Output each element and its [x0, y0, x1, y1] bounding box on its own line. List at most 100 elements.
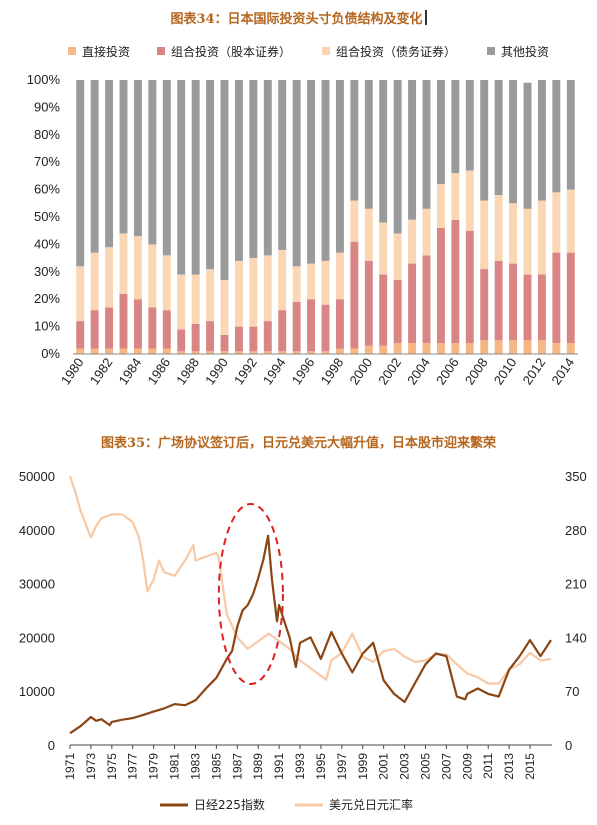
bar-segment-2 [422, 208, 431, 256]
dual-axis-line-chart: 0 10000 20000 30000 40000 50000 0 70 140 210 280 35… [19, 469, 587, 812]
bar-segment-3 [465, 80, 474, 171]
bar-segment-2 [148, 244, 157, 308]
bar-segment-2 [364, 208, 373, 261]
bar-segment-2 [465, 170, 474, 231]
bar-segment-0 [234, 351, 243, 354]
bar-segment-3 [191, 80, 200, 275]
bar-segment-1 [177, 329, 186, 352]
y-tick-label: 90% [34, 99, 60, 114]
bar-segment-0 [177, 351, 186, 354]
bar-segment-2 [263, 255, 272, 322]
bar-segment-1 [263, 321, 272, 352]
bar-segment-0 [206, 351, 215, 354]
title-cursor-bar [424, 10, 427, 25]
bar-segment-1 [509, 263, 518, 341]
x-tick-label: 1984 [116, 355, 145, 387]
bar-segment-1 [105, 307, 114, 349]
legend-swatch-3 [487, 47, 495, 55]
x-tick-label: 2007 [439, 753, 453, 780]
y-right-tick-label: 140 [565, 630, 587, 645]
x-tick-label: 1986 [144, 355, 173, 387]
bar-segment-1 [393, 280, 402, 344]
legend-label-1: 美元兑日元汇率 [329, 797, 413, 812]
bar-segment-0 [451, 343, 460, 354]
x-tick-label: 1997 [335, 753, 349, 780]
bar-segment-0 [133, 348, 142, 354]
series-line-1 [68, 475, 552, 685]
bar-segment-1 [76, 321, 85, 349]
bar-segment-0 [422, 343, 431, 354]
bar-segment-1 [133, 299, 142, 349]
bar-segment-2 [566, 189, 575, 253]
x-tick-label: 1999 [356, 753, 370, 780]
bar-segment-2 [76, 266, 85, 322]
bar-segment-3 [408, 80, 417, 220]
bar-segment-1 [335, 299, 344, 349]
bar-segment-3 [335, 80, 344, 253]
bar-segment-3 [278, 80, 287, 250]
bar-segment-2 [335, 252, 344, 300]
bar-segment-3 [263, 80, 272, 256]
x-tick-label: 1994 [260, 355, 289, 387]
bar-segment-0 [249, 351, 258, 354]
bar-segment-0 [90, 348, 99, 354]
bar-segment-2 [350, 200, 359, 242]
bar-segment-3 [422, 80, 431, 209]
bar-segment-3 [566, 80, 575, 190]
stacked-bar-chart: 直接投资 组合投资（股本证券） 组合投资（债务证券） 其他投资 0% 10% 20% 30% 4… [27, 44, 578, 387]
bar-segment-1 [408, 263, 417, 344]
bar-segment-2 [162, 255, 171, 311]
bar-segment-0 [537, 340, 546, 354]
bar-segment-1 [436, 227, 445, 344]
bar-segment-0 [393, 343, 402, 354]
bar-segment-2 [321, 260, 330, 305]
bubble-annotation-ellipse [217, 503, 284, 685]
bar-segment-1 [350, 241, 359, 349]
bar-segment-2 [105, 247, 114, 308]
bar-segment-1 [494, 260, 503, 341]
bar-segment-2 [206, 269, 215, 322]
bar-segment-0 [321, 351, 330, 354]
legend-swatch-1 [157, 47, 165, 55]
x-tick-label: 1987 [230, 753, 244, 780]
y-tick-label: 10% [34, 319, 60, 334]
bar-segment-0 [278, 351, 287, 354]
bar-segment-3 [119, 80, 128, 234]
legend-swatch-0 [68, 47, 76, 55]
bar-segment-2 [552, 192, 561, 253]
x-tick-label: 2004 [404, 355, 433, 387]
bar-segment-3 [393, 80, 402, 234]
bar-segment-2 [177, 274, 186, 330]
x-tick-label: 1982 [87, 355, 116, 387]
bar-segment-0 [436, 343, 445, 354]
legend-label-1: 组合投资（股本证券） [171, 44, 291, 59]
bar-segment-2 [133, 236, 142, 300]
chart-34-title-text: 图表34：日本国际投资头寸负债结构及变化 [170, 12, 423, 27]
bar-segment-2 [480, 200, 489, 270]
bar-segment-2 [494, 195, 503, 261]
bar-segment-1 [307, 299, 316, 352]
chart-35-title: 图表35：广场协议签订后，日元兑美元大幅升值，日本股市迎来繁荣 [100, 436, 497, 451]
bar-segment-3 [249, 80, 258, 259]
x-tick-label: 1983 [188, 753, 202, 780]
legend-label-0: 直接投资 [82, 44, 130, 59]
bar-segment-1 [292, 301, 301, 352]
bar-segment-1 [249, 326, 258, 352]
bar-segment-3 [234, 80, 243, 261]
bar-segment-3 [480, 80, 489, 201]
bar-segment-0 [509, 340, 518, 354]
bar-segment-3 [148, 80, 157, 245]
bar-segment-2 [393, 233, 402, 281]
x-tick-label: 1998 [318, 355, 347, 387]
y-tick-label: 30% [34, 264, 60, 279]
y-right-tick-label: 0 [565, 738, 572, 753]
bar-segment-3 [494, 80, 503, 196]
x-tick-label: 2011 [481, 753, 495, 779]
y-left-tick-label: 0 [48, 738, 55, 753]
y-tick-label: 40% [34, 236, 60, 251]
bar-segment-3 [133, 80, 142, 237]
bar-segment-0 [350, 348, 359, 354]
bar-segment-2 [451, 173, 460, 220]
bar-segment-0 [148, 348, 157, 354]
x-tick-label: 2009 [460, 753, 474, 780]
